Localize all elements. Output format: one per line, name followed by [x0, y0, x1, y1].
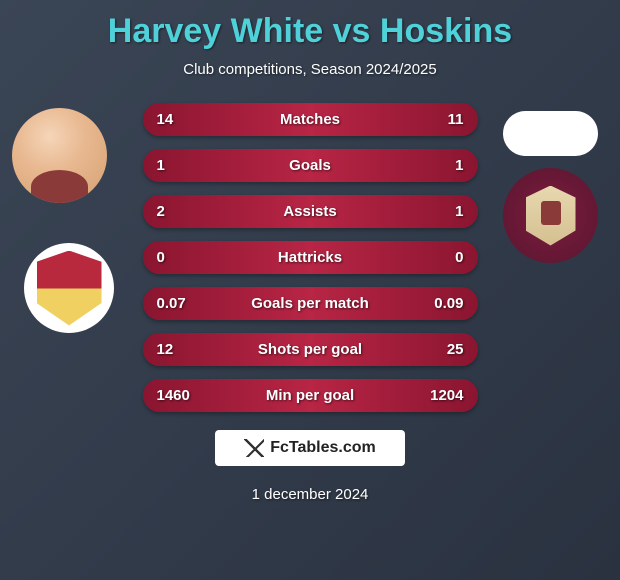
brand-logo-icon: [244, 439, 264, 457]
team-left-crest-shield: [37, 251, 102, 326]
player-left-avatar: [12, 108, 107, 203]
stat-label: Shots per goal: [258, 341, 362, 358]
stat-row-goals: 1 Goals 1: [143, 149, 478, 182]
stat-right-value: 0: [419, 249, 464, 266]
season-subtitle: Club competitions, Season 2024/2025: [0, 61, 620, 78]
stat-left-value: 14: [157, 111, 202, 128]
brand-logo: FcTables.com: [215, 430, 405, 466]
stat-left-value: 0.07: [157, 295, 202, 312]
stat-row-matches: 14 Matches 11: [143, 103, 478, 136]
stat-label: Goals: [289, 157, 331, 174]
brand-logo-text: FcTables.com: [270, 439, 376, 457]
stat-row-assists: 2 Assists 1: [143, 195, 478, 228]
player-right-avatar: [503, 111, 598, 156]
team-right-crest-shield: [526, 186, 576, 246]
stat-row-shots-per-goal: 12 Shots per goal 25: [143, 333, 478, 366]
stat-left-value: 2: [157, 203, 202, 220]
content-area: 14 Matches 11 1 Goals 1 2 Assists 1 0 Ha…: [0, 103, 620, 503]
stat-right-value: 1: [419, 157, 464, 174]
stat-row-min-per-goal: 1460 Min per goal 1204: [143, 379, 478, 412]
stat-right-value: 11: [419, 111, 464, 128]
stat-row-hattricks: 0 Hattricks 0: [143, 241, 478, 274]
team-left-crest: [24, 243, 114, 333]
stat-left-value: 1: [157, 157, 202, 174]
stat-left-value: 1460: [157, 387, 202, 404]
stat-label: Hattricks: [278, 249, 342, 266]
stat-label: Assists: [283, 203, 336, 220]
stat-label: Matches: [280, 111, 340, 128]
stat-row-goals-per-match: 0.07 Goals per match 0.09: [143, 287, 478, 320]
stat-left-value: 0: [157, 249, 202, 266]
team-right-crest: [503, 168, 598, 263]
stat-right-value: 25: [419, 341, 464, 358]
footer-date: 1 december 2024: [0, 486, 620, 503]
stat-label: Goals per match: [251, 295, 369, 312]
stat-left-value: 12: [157, 341, 202, 358]
stats-container: 14 Matches 11 1 Goals 1 2 Assists 1 0 Ha…: [143, 103, 478, 412]
stat-label: Min per goal: [266, 387, 354, 404]
stat-right-value: 1: [419, 203, 464, 220]
stat-right-value: 1204: [419, 387, 464, 404]
stat-right-value: 0.09: [419, 295, 464, 312]
comparison-title: Harvey White vs Hoskins: [0, 0, 620, 51]
